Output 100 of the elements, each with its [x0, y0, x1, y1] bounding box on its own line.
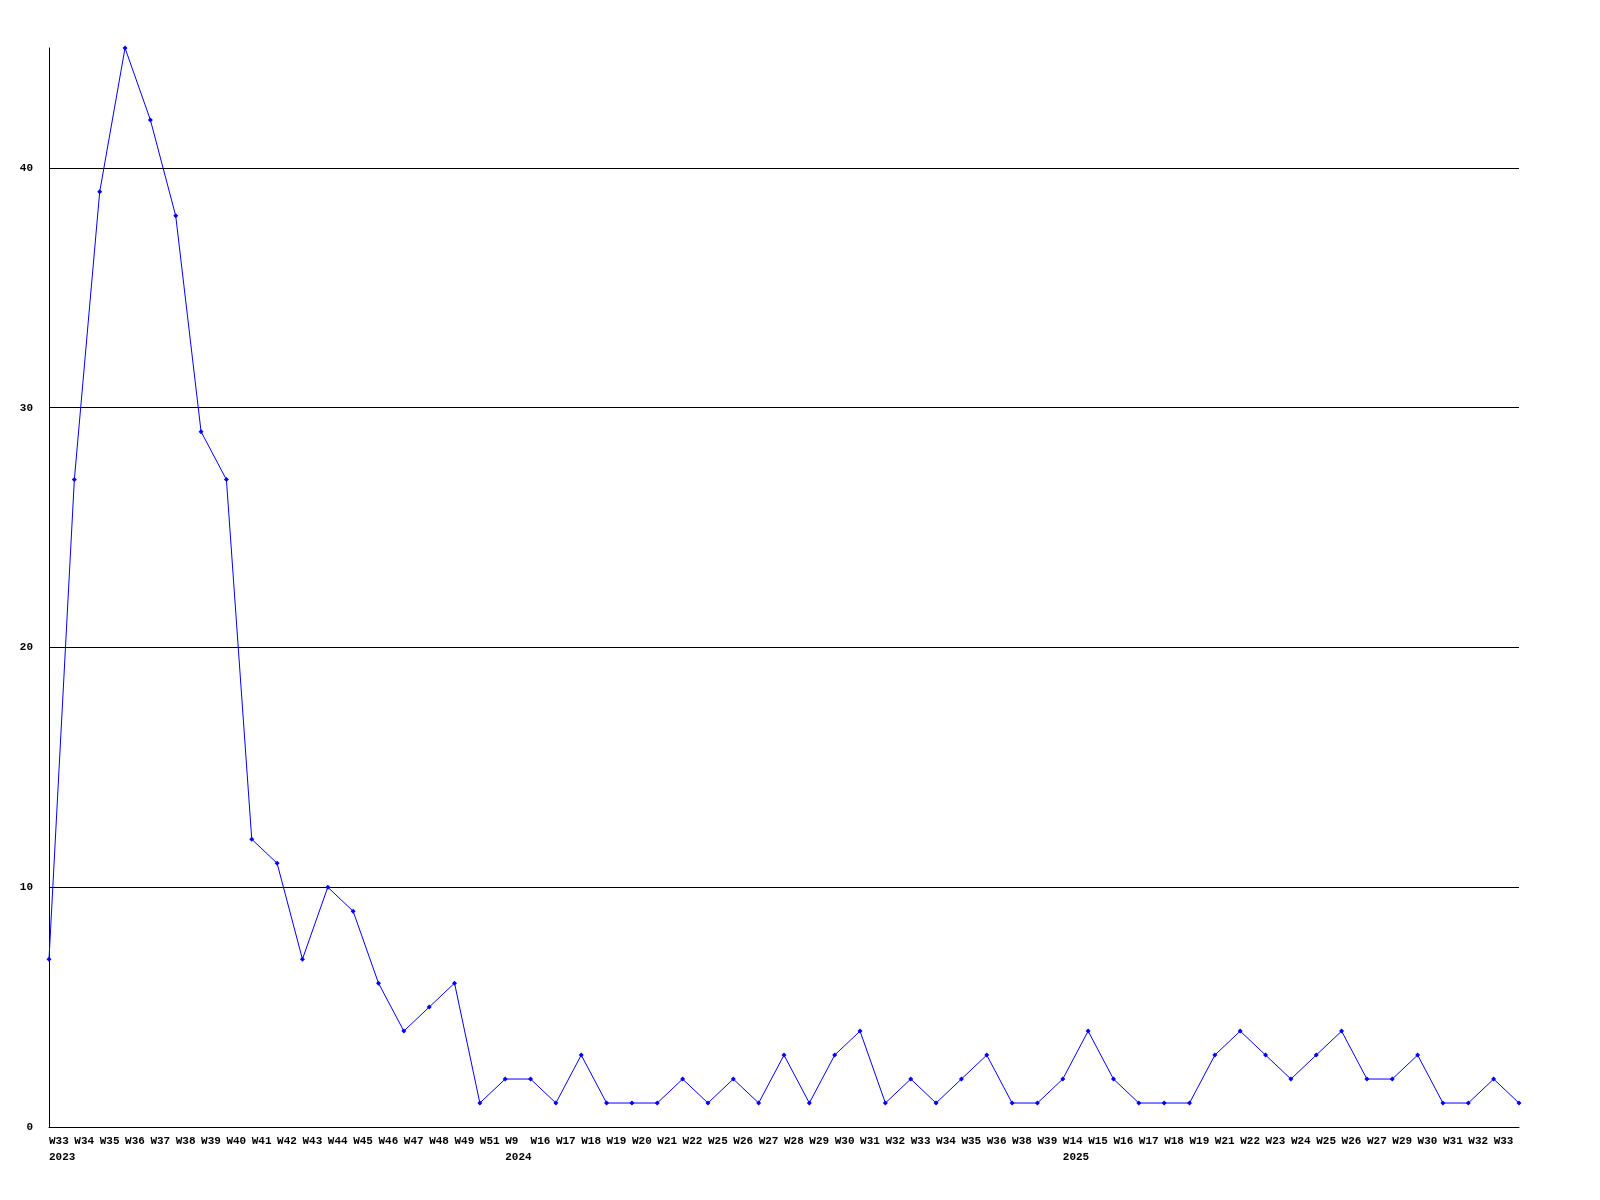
point [1212, 1052, 1218, 1058]
x-tick-label: W36 [986, 1135, 1007, 1147]
point [604, 1100, 610, 1106]
point [1465, 1100, 1471, 1106]
y-tick-label: 40 [19, 161, 33, 174]
point [730, 1076, 736, 1082]
point [1288, 1076, 1294, 1082]
x-tick-label: W25 [1316, 1135, 1337, 1147]
x-tick-label: W20 [631, 1135, 652, 1147]
point [781, 1052, 787, 1058]
x-tick-label: W31 [1442, 1135, 1464, 1147]
point [71, 477, 77, 483]
point [806, 1100, 812, 1106]
x-tick-label: W39 [201, 1135, 221, 1147]
y-tick-label: 20 [19, 641, 33, 654]
point [1161, 1100, 1167, 1106]
x-tick-label: W41 [251, 1135, 272, 1147]
point [1339, 1028, 1345, 1034]
point [1034, 1100, 1040, 1106]
x-tick-label: W22 [682, 1135, 703, 1147]
point [908, 1076, 914, 1082]
point [680, 1076, 686, 1082]
point [249, 836, 255, 842]
point [553, 1100, 559, 1106]
point [756, 1100, 762, 1106]
point [426, 1004, 432, 1010]
point [832, 1052, 838, 1058]
x-tick-label: W27 [758, 1135, 779, 1147]
x-tick-label: W34 [74, 1135, 95, 1147]
x-tick-label: W22 [1240, 1135, 1261, 1147]
x-tick-label: W38 [1012, 1135, 1033, 1147]
x-tick-label: W42 [277, 1135, 297, 1147]
point [299, 956, 305, 962]
x-tick-label: W31 [860, 1135, 881, 1147]
x-tick-label: W16 [1113, 1135, 1134, 1147]
x-tick-label: W29 [809, 1135, 830, 1147]
point [1516, 1100, 1522, 1106]
point [857, 1028, 863, 1034]
point [452, 980, 458, 986]
x-tick-label: W17 [555, 1135, 576, 1147]
x-tick-label: W49 [454, 1135, 475, 1147]
x-tick-label: W34 [936, 1135, 957, 1147]
point [147, 117, 153, 123]
x-tick-label: W33 [1493, 1135, 1514, 1147]
point [502, 1076, 508, 1082]
x-tick-label: W24 [1290, 1135, 1312, 1147]
x-tick-label: W30 [1417, 1135, 1438, 1147]
point [1110, 1076, 1116, 1082]
x-tick-label: W51 [479, 1135, 501, 1147]
x-tick-label: W18 [581, 1135, 602, 1147]
x-tick-label: W39 [1037, 1135, 1058, 1147]
point [1389, 1076, 1395, 1082]
point [629, 1100, 635, 1106]
x-tick-label: W19 [606, 1135, 627, 1147]
point [325, 884, 331, 890]
x-tick-label: W43 [302, 1135, 323, 1147]
point [984, 1052, 990, 1058]
x-tick-label: W18 [1164, 1135, 1185, 1147]
point [1060, 1076, 1066, 1082]
point [375, 980, 381, 986]
point [1364, 1076, 1370, 1082]
point [1085, 1028, 1091, 1034]
point [1415, 1052, 1421, 1058]
y-tick-label: 30 [19, 401, 33, 414]
point [46, 956, 52, 962]
point [654, 1100, 660, 1106]
x-tick-label: W30 [834, 1135, 855, 1147]
point [578, 1052, 584, 1058]
point [882, 1100, 888, 1106]
x-tick-label: W47 [403, 1135, 424, 1147]
point [122, 45, 128, 51]
point [1263, 1052, 1269, 1058]
x-tick-label: W44 [327, 1135, 348, 1147]
x-tick-label: W26 [733, 1135, 754, 1147]
point [97, 189, 103, 195]
x-tick-label: W35 [99, 1135, 120, 1147]
x-tick-label: W32 [885, 1135, 906, 1147]
point [1187, 1100, 1193, 1106]
point [477, 1100, 483, 1106]
y-tick-label: 10 [19, 881, 33, 894]
x-tick-label: W48 [429, 1135, 450, 1147]
point [223, 477, 229, 483]
point [274, 860, 280, 866]
x-tick-label: W27 [1366, 1135, 1387, 1147]
point [1136, 1100, 1142, 1106]
x-tick-label: W45 [353, 1135, 374, 1147]
point [958, 1076, 964, 1082]
point [528, 1076, 534, 1082]
point [1491, 1076, 1497, 1082]
point [705, 1100, 711, 1106]
point [350, 908, 356, 914]
x-tick-label: W28 [784, 1135, 805, 1147]
x-tick-label: W19 [1189, 1135, 1210, 1147]
x-tick-label: W40 [226, 1135, 247, 1147]
point [173, 213, 179, 219]
x-tick-label: W36 [125, 1135, 145, 1147]
x-tick-label: W23 [1265, 1135, 1286, 1147]
x-tick-label: W21 [657, 1135, 678, 1147]
point [1313, 1052, 1319, 1058]
point [198, 429, 204, 435]
